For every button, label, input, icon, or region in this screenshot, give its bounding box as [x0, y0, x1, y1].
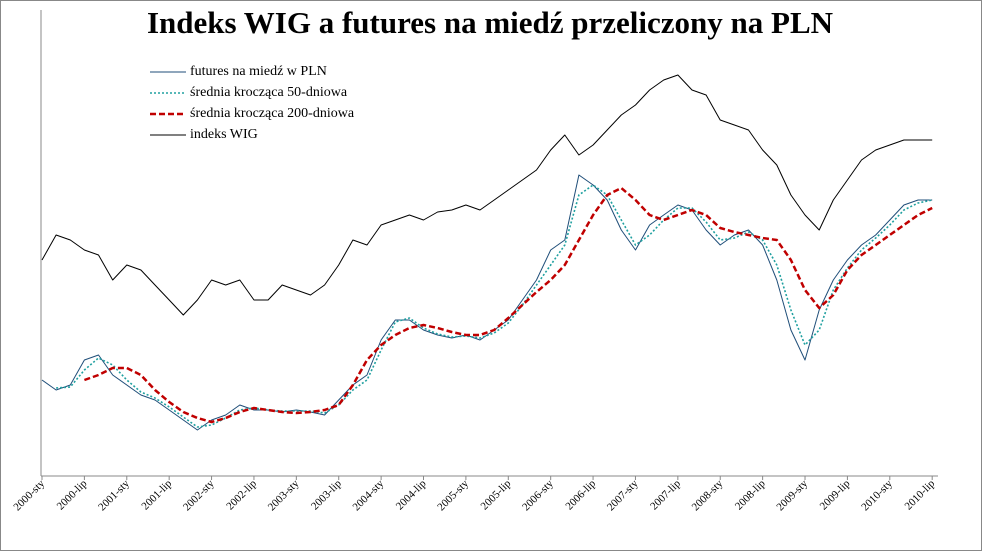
series-line — [56, 184, 933, 428]
legend-label: średnia krocząca 50-dniowa — [190, 85, 348, 100]
legend-label: średnia krocząca 200-dniowa — [190, 106, 355, 121]
legend-label: indeks WIG — [190, 127, 258, 142]
series-line — [41, 74, 933, 316]
series-line — [83, 186, 933, 424]
legend-label: futures na miedź w PLN — [190, 64, 327, 79]
chart-title: Indeks WIG a futures na miedź przeliczon… — [147, 5, 833, 40]
